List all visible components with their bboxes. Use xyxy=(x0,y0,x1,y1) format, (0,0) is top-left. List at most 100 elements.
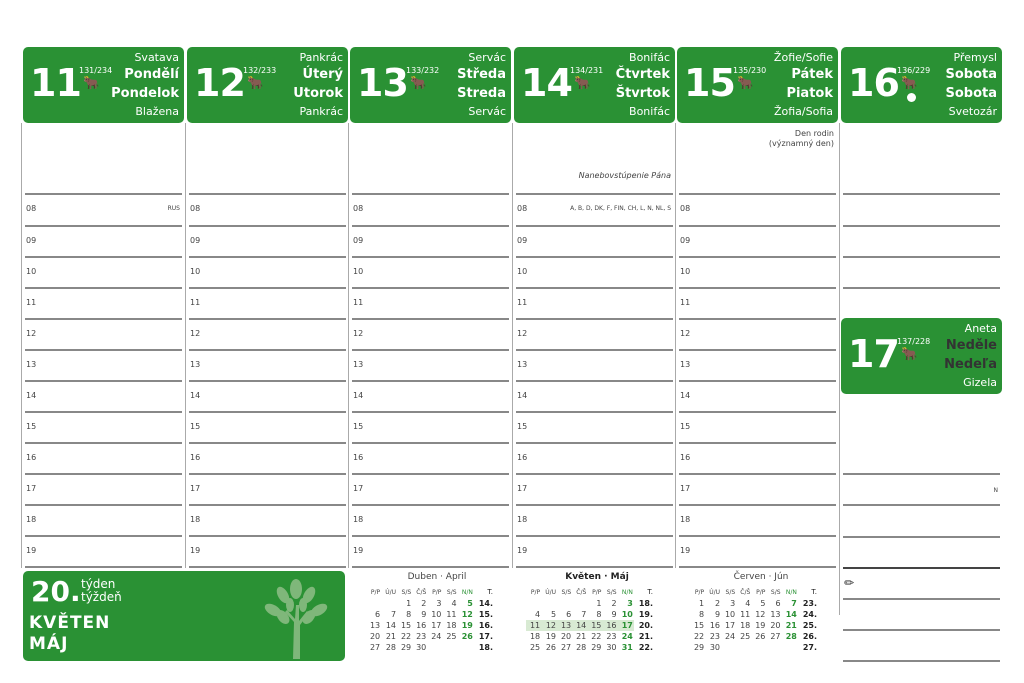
calendar-day[interactable] xyxy=(572,598,587,609)
calendar-day[interactable]: 2 xyxy=(714,599,721,608)
calendar-day[interactable] xyxy=(366,598,381,609)
calendar-day[interactable]: 27 xyxy=(369,643,381,652)
calendar-day[interactable]: 22 xyxy=(400,632,412,641)
calendar-day[interactable] xyxy=(442,642,457,653)
calendar-day[interactable]: 19 xyxy=(461,621,473,630)
calendar-day[interactable]: 8 xyxy=(406,610,412,619)
day-column[interactable]: 12 132/233 🐂 Pankrác Úterý Utorok Pankrác 08 09 1… xyxy=(187,47,348,568)
calendar-day[interactable]: 17 xyxy=(724,621,736,630)
calendar-day[interactable]: 20 xyxy=(369,632,381,641)
calendar-day[interactable]: 23 xyxy=(606,632,617,641)
calendar-day[interactable]: 1 xyxy=(699,599,705,608)
calendar-day[interactable]: 22 xyxy=(693,632,705,641)
calendar-day[interactable]: 10 xyxy=(621,610,633,619)
day-column[interactable]: 13 133/232 🐂 Servác Středa Streda Servác 08 09 10… xyxy=(350,47,511,568)
calendar-day[interactable] xyxy=(381,598,397,609)
day-column[interactable]: 14 134/231 🐂 Bonifác Čtvrtek Štvrtok Bonifác 08… xyxy=(514,47,675,568)
calendar-day[interactable]: 9 xyxy=(714,610,721,619)
day-column[interactable]: 11 131/234 🐂 Svatava Pondělí Pondelok Blažena 0… xyxy=(23,47,184,568)
calendar-day[interactable]: 12 xyxy=(461,610,473,619)
calendar-day[interactable]: 21 xyxy=(385,632,397,641)
calendar-day[interactable]: 16 xyxy=(602,620,618,631)
calendar-day[interactable]: 25 xyxy=(529,643,541,652)
calendar-day[interactable]: 20 xyxy=(560,632,572,641)
calendar-day[interactable]: 4 xyxy=(745,599,751,608)
calendar-day[interactable]: 12 xyxy=(755,610,766,619)
calendar-day[interactable]: 19 xyxy=(545,632,557,641)
calendar-day[interactable]: 24 xyxy=(431,632,442,641)
calendar-day[interactable]: 10 xyxy=(431,610,442,619)
calendar-day[interactable]: 14 xyxy=(785,610,797,619)
calendar-day[interactable]: 4 xyxy=(451,599,457,608)
calendar-day[interactable]: 13 xyxy=(557,620,573,631)
calendar-day[interactable] xyxy=(751,642,766,653)
calendar-day[interactable]: 7 xyxy=(581,610,587,619)
calendar-day[interactable]: 30 xyxy=(709,643,721,652)
calendar-day[interactable]: 28 xyxy=(576,643,587,652)
calendar-day[interactable] xyxy=(458,642,474,653)
calendar-day[interactable]: 26 xyxy=(461,632,473,641)
calendar-day[interactable]: 2 xyxy=(611,599,617,608)
calendar-day[interactable]: 15 xyxy=(400,621,412,630)
calendar-day[interactable]: 1 xyxy=(596,599,602,608)
calendar-day[interactable]: 9 xyxy=(611,610,617,619)
calendar-day[interactable]: 6 xyxy=(566,610,572,619)
calendar-day[interactable]: 29 xyxy=(693,643,705,652)
calendar-day[interactable]: 8 xyxy=(699,610,705,619)
calendar-day[interactable]: 6 xyxy=(375,610,381,619)
calendar-day[interactable]: 9 xyxy=(421,610,427,619)
calendar-day[interactable]: 24 xyxy=(621,632,633,641)
calendar-day[interactable]: 28 xyxy=(785,632,797,641)
calendar-day[interactable]: 21 xyxy=(785,621,797,630)
calendar-day[interactable]: 30 xyxy=(416,643,427,652)
calendar-day[interactable]: 21 xyxy=(576,632,587,641)
calendar-day[interactable]: 18 xyxy=(529,632,541,641)
calendar-day[interactable]: 5 xyxy=(550,610,557,619)
calendar-day[interactable]: 24 xyxy=(724,632,736,641)
calendar-day[interactable]: 3 xyxy=(627,599,633,608)
calendar-day[interactable]: 10 xyxy=(724,610,736,619)
calendar-day[interactable] xyxy=(736,642,751,653)
calendar-day[interactable]: 27 xyxy=(560,643,572,652)
calendar-day[interactable]: 16 xyxy=(416,621,427,630)
calendar-day[interactable]: 7 xyxy=(791,599,797,608)
calendar-day[interactable]: 11 xyxy=(526,620,542,631)
calendar-day[interactable]: 31 xyxy=(621,643,633,652)
calendar-day[interactable]: 23 xyxy=(416,632,427,641)
calendar-day[interactable] xyxy=(541,598,557,609)
calendar-day[interactable]: 12 xyxy=(541,620,558,631)
calendar-day[interactable]: 1 xyxy=(406,599,412,608)
calendar-day[interactable]: 8 xyxy=(596,610,602,619)
calendar-day[interactable]: 6 xyxy=(775,599,781,608)
calendar-day[interactable]: 11 xyxy=(740,610,751,619)
calendar-day[interactable]: 18 xyxy=(446,621,457,630)
calendar-day[interactable]: 3 xyxy=(730,599,736,608)
calendar-day[interactable]: 14 xyxy=(385,621,397,630)
calendar-day[interactable]: 29 xyxy=(400,643,412,652)
day-column[interactable]: 16 136/229 🐂 Přemysl Sobota Sobota Svetozár 17 1… xyxy=(841,47,1002,662)
calendar-day[interactable] xyxy=(427,642,442,653)
calendar-day[interactable]: 3 xyxy=(436,599,442,608)
calendar-day[interactable]: 15 xyxy=(693,621,705,630)
calendar-day[interactable] xyxy=(782,642,798,653)
calendar-day[interactable]: 13 xyxy=(369,621,381,630)
calendar-day[interactable]: 16 xyxy=(709,621,721,630)
calendar-day[interactable]: 15 xyxy=(587,620,603,631)
calendar-day[interactable]: 7 xyxy=(390,610,397,619)
calendar-day[interactable]: 11 xyxy=(446,610,457,619)
calendar-day[interactable]: 25 xyxy=(740,632,751,641)
calendar-day[interactable]: 22 xyxy=(591,632,602,641)
calendar-day[interactable]: 30 xyxy=(606,643,617,652)
calendar-day[interactable]: 14 xyxy=(572,620,588,631)
calendar-day[interactable]: 5 xyxy=(467,599,473,608)
calendar-day[interactable]: 29 xyxy=(591,643,602,652)
calendar-day[interactable]: 25 xyxy=(446,632,457,641)
calendar-day[interactable]: 23 xyxy=(709,632,721,641)
day-column[interactable]: 15 135/230 🐂 Žofie/Sofie Pátek Piatok Žofia/So… xyxy=(677,47,838,568)
calendar-day[interactable]: 17 xyxy=(431,621,442,630)
calendar-day[interactable]: 2 xyxy=(421,599,427,608)
calendar-day[interactable]: 26 xyxy=(545,643,557,652)
calendar-day[interactable]: 27 xyxy=(770,632,781,641)
calendar-day[interactable]: 20 xyxy=(770,621,781,630)
calendar-day[interactable] xyxy=(526,598,541,609)
